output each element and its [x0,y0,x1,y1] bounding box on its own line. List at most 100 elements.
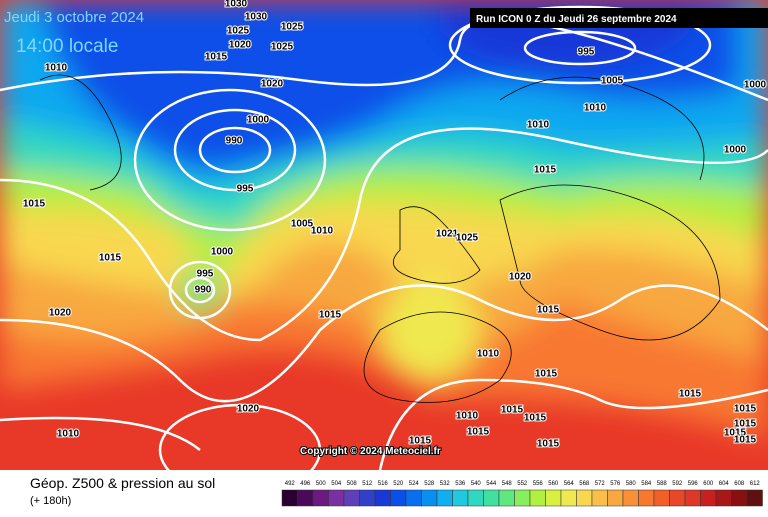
scale-swatch [700,489,717,507]
scale-label: 532 [440,481,451,487]
isobar-label: 1015 [501,405,524,416]
scale-label: 520 [393,481,404,487]
isobar-label: 1000 [247,115,270,126]
scale-swatch [390,489,407,507]
isobar-label: 1025 [271,42,294,53]
scale-label: 540 [471,481,482,487]
scale-swatch [374,489,391,507]
scale-swatch [483,489,500,507]
scale-label: 524 [409,481,420,487]
legend-title: Géop. Z500 & pression au sol [30,475,215,491]
isobar-label: 995 [197,269,214,280]
isobar-label: 990 [226,136,243,147]
scale-label: 536 [455,481,466,487]
scale-swatch [560,489,577,507]
scale-label: 592 [672,481,683,487]
scale-label: 600 [703,481,714,487]
isobar-label: 1015 [535,369,558,380]
isobar-label: 1005 [291,219,314,230]
scale-label: 508 [347,481,358,487]
scale-label: 552 [517,481,528,487]
scale-label: 556 [533,481,544,487]
isobar-label: 1015 [734,435,757,446]
scale-swatch [715,489,732,507]
scale-swatch [312,489,329,507]
scale-label: 548 [502,481,513,487]
scale-label: 544 [486,481,497,487]
valid-time: Jeudi 3 octobre 2024 [4,9,144,26]
isobar-label: 1020 [49,308,72,319]
isobar-label: 1015 [734,404,757,415]
scale-label: 504 [331,481,342,487]
isobar-label: 1025 [281,22,304,33]
scale-label: 584 [641,481,652,487]
scale-swatch [343,489,360,507]
scale-swatch [359,489,376,507]
scale-label: 604 [719,481,730,487]
isobar-label: 1000 [211,247,234,258]
isobar-label: 1015 [537,439,560,450]
scale-label: 496 [300,481,311,487]
isobar-label: 1010 [527,120,550,131]
isobar-label: 1010 [57,429,80,440]
scale-label: 516 [378,481,389,487]
scale-swatch [529,489,546,507]
scale-swatch [281,489,298,507]
isobar-label: 995 [237,184,254,195]
scale-swatch [591,489,608,507]
scale-swatch [514,489,531,507]
scale-label: 580 [626,481,637,487]
scale-label: 500 [316,481,327,487]
scale-swatch [498,489,515,507]
scale-swatch [576,489,593,507]
scale-label: 564 [564,481,575,487]
copyright: Copyright © 2024 Meteociel.fr [300,446,441,457]
scale-label: 588 [657,481,668,487]
isobar-label: 1005 [601,76,624,87]
run-box [470,8,768,28]
scale-swatch [669,489,686,507]
isobar-labels: 1030 1030 1025 1025 1020 1025 1015 1010 1020 995 1… [22,0,768,451]
isobar-label: 1015 [537,305,560,316]
isobar-label: 1015 [724,428,747,439]
local-time: 14:00 locale [16,36,118,57]
isobar-label: 1021 [436,229,459,240]
isobar-label: 1015 [467,427,490,438]
isobar-label: 1015 [734,419,757,430]
isobar-label: 1030 [245,12,268,23]
scale-label: 492 [285,481,296,487]
isobar-label: 1020 [509,272,532,283]
isobars [0,5,768,470]
isobar-label: 1015 [205,52,228,63]
scale-label: 608 [734,481,745,487]
isobar-label: 1030 [225,0,248,10]
scale-swatch [297,489,314,507]
scale-label: 560 [548,481,559,487]
isobar-label: 1025 [456,233,479,244]
scale-swatch [405,489,422,507]
coastlines [39,74,721,403]
isobar-label: 1000 [724,145,747,156]
scale-swatch [622,489,639,507]
scale-label: 528 [424,481,435,487]
scale-swatch [746,489,763,507]
isobar-label: 1000 [744,80,767,91]
scale-label: 512 [362,481,373,487]
scale-swatch [545,489,562,507]
isobar-label: 1010 [311,226,334,237]
isobar-label: 1010 [477,349,500,360]
scale-swatch [684,489,701,507]
scale-swatch [638,489,655,507]
scale-label: 572 [595,481,606,487]
color-scale: 492 496 500 504 508 512 516 520 524 528 532 536 540 5… [281,481,763,507]
scale-swatch [436,489,453,507]
scale-swatch [328,489,345,507]
isobar-label: 1020 [237,404,260,415]
isobar-label: 1015 [99,253,122,264]
scale-swatch [421,489,438,507]
field [0,0,768,470]
isobar-label: 990 [195,285,212,296]
isobar-label: 1020 [261,79,284,90]
